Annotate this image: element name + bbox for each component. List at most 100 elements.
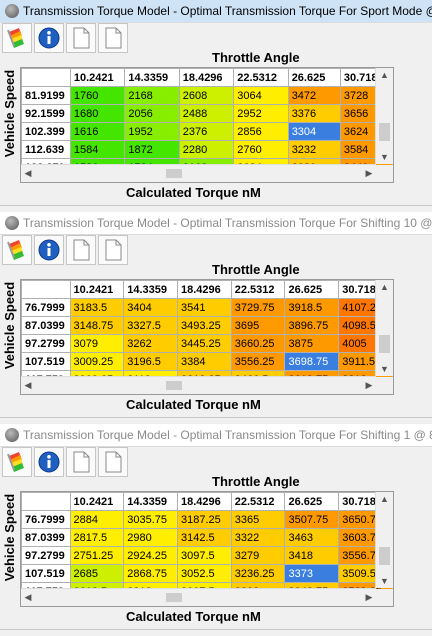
table-cell[interactable]: 2760	[233, 140, 289, 159]
scroll-right-icon[interactable]: ▶	[365, 380, 373, 390]
table-cell[interactable]: 3376	[287, 104, 341, 123]
table-cell[interactable]: 3142.5	[177, 528, 232, 547]
table-cell[interactable]: 3322	[230, 528, 286, 547]
row-header[interactable]: 81.9199	[21, 86, 71, 105]
table-cell[interactable]: 2856	[233, 122, 289, 141]
table-cell[interactable]: 2608	[178, 86, 235, 105]
table-cell[interactable]: 3365	[230, 510, 286, 529]
data-grid[interactable]: 10.2421 14.3359 18.4296 22.5312 26.625 30.718…	[20, 491, 394, 607]
horizontal-scrollbar[interactable]: ◀ ▶	[21, 164, 376, 182]
table-cell[interactable]: 3009.25	[69, 352, 125, 371]
row-header[interactable]: 87.0399	[21, 316, 71, 335]
table-cell[interactable]: 3729.75	[230, 298, 286, 317]
scroll-down-icon[interactable]: ▼	[380, 364, 389, 374]
table-cell[interactable]: 3541	[177, 298, 232, 317]
scroll-left-icon[interactable]: ◀	[24, 592, 32, 602]
horizontal-scroll-thumb[interactable]	[166, 381, 182, 390]
table-cell[interactable]: 2924.25	[123, 546, 178, 565]
vertical-scroll-thumb[interactable]	[379, 547, 390, 565]
table-cell[interactable]: 2168	[124, 86, 180, 105]
scroll-down-icon[interactable]: ▼	[380, 576, 389, 586]
blank-document-button[interactable]	[98, 447, 128, 477]
table-cell[interactable]: 3463	[284, 528, 340, 547]
column-header[interactable]: 10.2421	[69, 280, 125, 299]
column-header[interactable]: 10.2421	[69, 68, 126, 87]
table-cell[interactable]: 3035.75	[123, 510, 178, 529]
row-header[interactable]: 107.519	[21, 564, 71, 583]
table-cell[interactable]: 1616	[69, 122, 126, 141]
table-cell[interactable]: 1584	[69, 140, 126, 159]
table-cell[interactable]: 3404	[123, 298, 178, 317]
table-cell[interactable]: 1952	[124, 122, 180, 141]
window-title-bar[interactable]: Transmission Torque Model - Optimal Tran…	[0, 0, 432, 23]
table-cell[interactable]: 3896.75	[284, 316, 340, 335]
table-cell[interactable]: 1760	[69, 86, 126, 105]
table-cell[interactable]: 3695	[230, 316, 286, 335]
vertical-scrollbar[interactable]: ▲ ▼	[375, 492, 393, 588]
table-cell[interactable]: 3493.25	[177, 316, 232, 335]
horizontal-scroll-thumb[interactable]	[166, 169, 182, 178]
vertical-scrollbar[interactable]: ▲ ▼	[375, 280, 393, 376]
column-header[interactable]: 22.5312	[233, 68, 289, 87]
selected-cell[interactable]: 3698.75	[284, 352, 340, 371]
table-cell[interactable]: 3418	[284, 546, 340, 565]
row-header[interactable]: 97.2799	[21, 546, 71, 565]
blank-document-button[interactable]	[98, 235, 128, 265]
table-cell[interactable]: 3187.25	[177, 510, 232, 529]
column-header[interactable]: 26.625	[284, 280, 340, 299]
vertical-scroll-thumb[interactable]	[379, 123, 390, 141]
info-button[interactable]	[34, 235, 64, 265]
vertical-scrollbar[interactable]: ▲ ▼	[375, 68, 393, 164]
row-header[interactable]: 107.519	[21, 352, 71, 371]
vertical-scroll-thumb[interactable]	[379, 335, 390, 353]
table-cell[interactable]: 2685	[69, 564, 125, 583]
table-cell[interactable]: 2868.75	[123, 564, 178, 583]
table-cell[interactable]: 3875	[284, 334, 340, 353]
data-grid[interactable]: 10.2421 14.3359 18.4296 22.5312 26.625 30.718…	[20, 279, 394, 395]
table-cell[interactable]: 2817.5	[69, 528, 125, 547]
table-cell[interactable]: 2056	[124, 104, 180, 123]
table-cell[interactable]: 2280	[178, 140, 235, 159]
table-cell[interactable]: 1872	[124, 140, 180, 159]
column-header[interactable]: 18.4296	[177, 280, 232, 299]
row-header[interactable]: 76.7999	[21, 510, 71, 529]
horizontal-scrollbar[interactable]: ◀ ▶	[21, 376, 376, 394]
table-cell[interactable]: 3279	[230, 546, 286, 565]
table-cell[interactable]: 3918.5	[284, 298, 340, 317]
table-cell[interactable]: 3262	[123, 334, 178, 353]
window-title-bar[interactable]: Transmission Torque Model - Optimal Tran…	[0, 212, 432, 235]
scroll-left-icon[interactable]: ◀	[24, 168, 32, 178]
blank-document-button[interactable]	[66, 235, 96, 265]
blank-document-button[interactable]	[66, 447, 96, 477]
table-cell[interactable]: 2488	[178, 104, 235, 123]
color-palette-button[interactable]	[2, 447, 32, 477]
table-cell[interactable]: 3327.5	[123, 316, 178, 335]
column-header[interactable]: 18.4296	[178, 68, 235, 87]
table-cell[interactable]: 3196.5	[123, 352, 178, 371]
blank-document-button[interactable]	[66, 23, 96, 53]
table-cell[interactable]: 2751.25	[69, 546, 125, 565]
table-cell[interactable]: 1680	[69, 104, 126, 123]
info-button[interactable]	[34, 23, 64, 53]
table-cell[interactable]: 3232	[287, 140, 341, 159]
table-cell[interactable]: 3472	[287, 86, 341, 105]
blank-document-button[interactable]	[98, 23, 128, 53]
table-cell[interactable]: 3097.5	[177, 546, 232, 565]
window-title-bar[interactable]: Transmission Torque Model - Optimal Tran…	[0, 424, 432, 447]
row-header[interactable]: 92.1599	[21, 104, 71, 123]
table-cell[interactable]: 3052.5	[177, 564, 232, 583]
table-cell[interactable]: 2952	[233, 104, 289, 123]
table-cell[interactable]: 2884	[69, 510, 125, 529]
row-header[interactable]: 102.399	[21, 122, 71, 141]
table-cell[interactable]: 3445.25	[177, 334, 232, 353]
table-cell[interactable]: 3556.25	[230, 352, 286, 371]
horizontal-scrollbar[interactable]: ◀ ▶	[21, 588, 376, 606]
row-header[interactable]: 76.7999	[21, 298, 71, 317]
row-header[interactable]: 87.0399	[21, 528, 71, 547]
info-button[interactable]	[34, 447, 64, 477]
color-palette-button[interactable]	[2, 235, 32, 265]
horizontal-scroll-thumb[interactable]	[166, 593, 182, 602]
column-header[interactable]: 14.3359	[123, 492, 178, 511]
column-header[interactable]: 22.5312	[230, 280, 286, 299]
scroll-right-icon[interactable]: ▶	[365, 592, 373, 602]
